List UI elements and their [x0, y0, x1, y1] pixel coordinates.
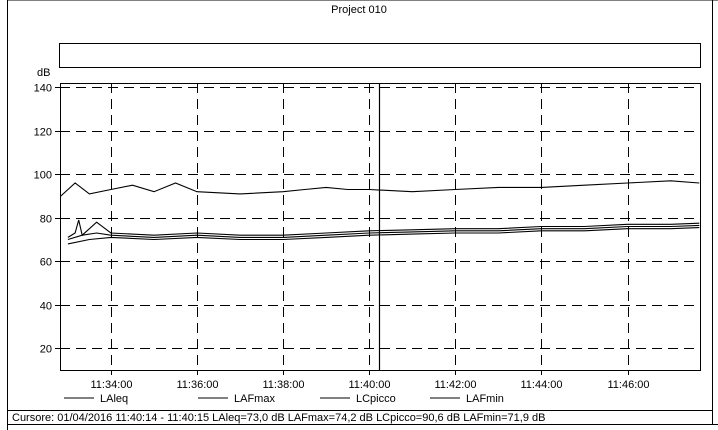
plot-area: 20 40 60 80 100 120 140 11:34:00 11:36:00 11:38:0… — [34, 83, 701, 405]
legend-label: LCpicco — [356, 393, 396, 405]
x-tick-label: 11:40:00 — [348, 379, 390, 391]
y-tick-label: 120 — [34, 127, 52, 139]
legend-label: LAleq — [100, 393, 128, 405]
cursor-readout: Cursore: 01/04/2016 11:40:14 - 11:40:15 … — [12, 412, 546, 424]
y-tick-label: 20 — [40, 344, 52, 356]
series-line-lafmin — [67, 227, 700, 245]
legend-label: LAFmax — [234, 393, 275, 405]
y-tick-label: 80 — [40, 214, 52, 226]
x-tick-label: 11:38:00 — [262, 379, 304, 391]
plot-border — [60, 83, 701, 371]
y-axis-unit: dB — [37, 67, 50, 79]
project-title: Project 010 — [331, 4, 387, 16]
y-tick-label: 140 — [34, 83, 52, 95]
y-tick-label: 40 — [40, 301, 52, 313]
legend-label: LAFmin — [466, 393, 504, 405]
series-line-laleq — [67, 224, 700, 241]
series-line-lcpicco — [60, 180, 700, 197]
x-tick-label: 11:46:00 — [607, 379, 649, 391]
x-tick-label: 11:36:00 — [176, 379, 218, 391]
y-tick-label: 60 — [40, 257, 52, 269]
header-box — [59, 43, 701, 68]
x-tick-label: 11:42:00 — [434, 379, 476, 391]
series-line-lafmax — [67, 219, 700, 238]
x-tick-label: 11:34:00 — [90, 379, 132, 391]
y-tick-label: 100 — [34, 170, 52, 182]
x-tick-label: 11:44:00 — [520, 379, 562, 391]
